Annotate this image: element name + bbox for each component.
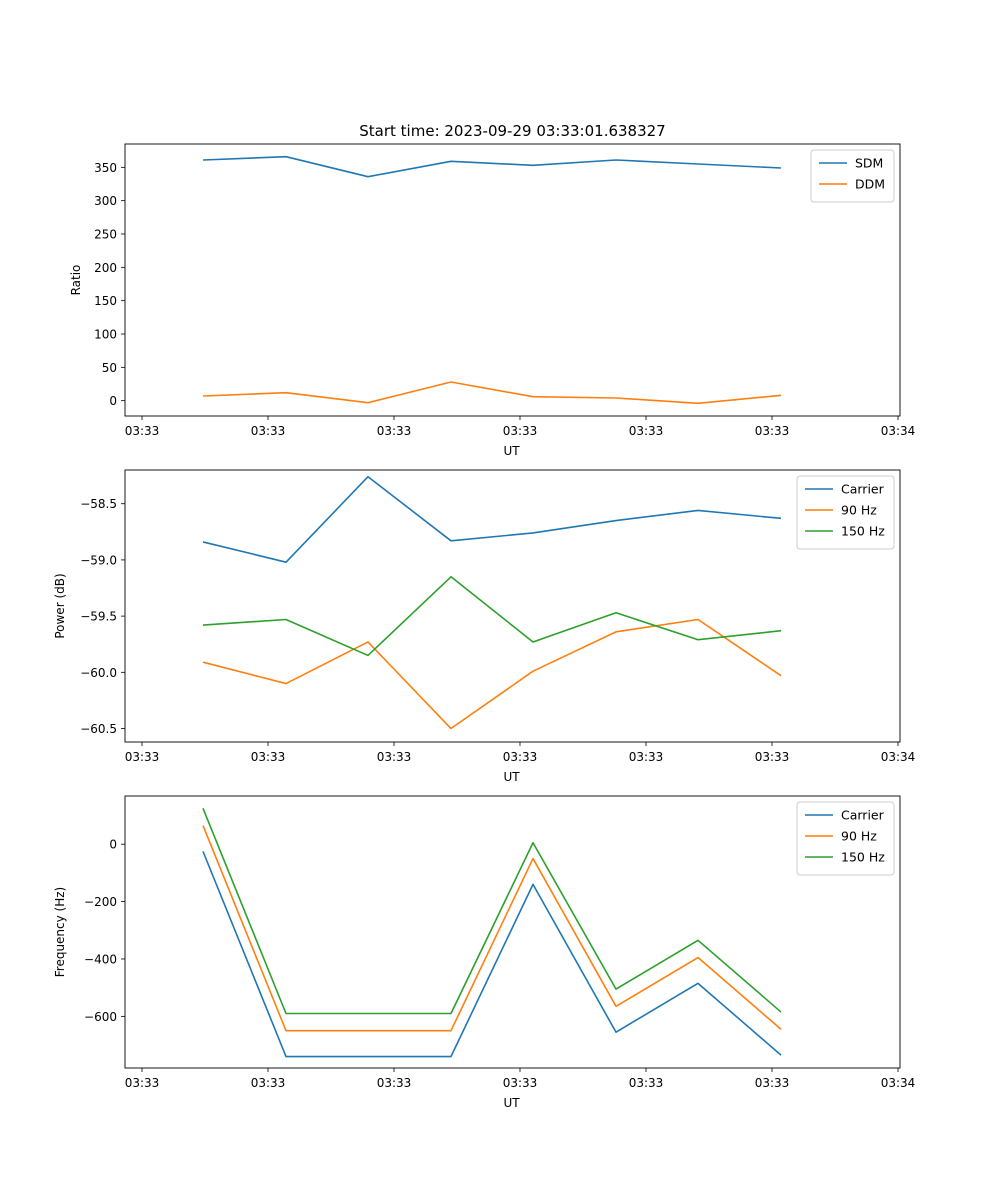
series-line-150-hz [202,808,782,1015]
series-line-150-hz [202,575,782,657]
x-tick-label: 03:33 [755,750,790,764]
x-tick-label: 03:33 [629,424,664,438]
x-tick-label: 03:33 [251,750,286,764]
x-tick-label: 03:34 [881,750,916,764]
series-line-90-hz [202,618,782,730]
legend-label: 90 Hz [841,829,877,844]
x-tick-label: 03:33 [125,424,160,438]
legend-label: DDM [855,177,885,192]
axes-frame [124,469,901,743]
x-tick-label: 03:33 [629,1076,664,1090]
x-tick-label: 03:33 [755,424,790,438]
panels: 03:33 03:33 03:33 03:33 03:33 03:33 03:34 0 50 10… [53,122,915,1110]
y-tick-label: −60.0 [80,666,117,680]
y-tick-label: −58.5 [80,497,117,511]
y-tick-label: 200 [94,261,117,275]
x-axis-label: UT [503,770,520,784]
x-tick-label: 03:33 [251,424,286,438]
y-tick-label: −600 [84,1010,117,1024]
x-tick-label: 03:33 [503,424,538,438]
legend-label: 150 Hz [841,850,885,865]
axes-frame [124,795,901,1069]
chart-title: Start time: 2023-09-29 03:33:01.638327 [359,122,665,140]
series-line-carrier [202,851,782,1058]
x-tick-label: 03:33 [125,750,160,764]
chart-panel-3: 03:33 03:33 03:33 03:33 03:33 03:33 03:34 −600 −… [53,795,916,1110]
y-tick-label: −59.5 [80,610,117,624]
y-tick-label: −400 [84,952,117,966]
y-tick-label: 0 [109,838,117,852]
legend: Carrier 90 Hz 150 Hz [796,475,895,550]
y-tick-label: −59.0 [80,553,117,567]
legend: SDM DDM [810,149,895,203]
y-tick-label: 150 [94,294,117,308]
series-line-ddm [202,381,782,405]
plot-area [125,796,900,1068]
x-tick-label: 03:33 [755,1076,790,1090]
x-tick-label: 03:33 [377,750,412,764]
legend-label: 150 Hz [841,524,885,539]
x-tick-label: 03:33 [629,750,664,764]
plot-area [125,470,900,742]
legend-label: SDM [855,156,883,171]
axes-frame [124,143,901,417]
x-tick-label: 03:34 [881,424,916,438]
y-tick-label: 50 [102,361,117,375]
y-axis-label: Power (dB) [53,573,67,638]
y-axis-label: Frequency (Hz) [53,887,67,978]
y-tick-label: −200 [84,895,117,909]
series-line-90-hz [202,825,782,1032]
series-line-sdm [202,155,782,178]
plot-area [125,144,900,416]
x-tick-label: 03:33 [377,424,412,438]
chart-panel-2: 03:33 03:33 03:33 03:33 03:33 03:33 03:34 −60.5… [53,469,916,784]
chart-panel-1: 03:33 03:33 03:33 03:33 03:33 03:33 03:34 0 50 10… [69,122,915,458]
y-tick-label: 0 [109,394,117,408]
legend-label: 90 Hz [841,503,877,518]
x-tick-label: 03:33 [377,1076,412,1090]
x-tick-label: 03:33 [503,1076,538,1090]
y-tick-label: 250 [94,228,117,242]
y-axis-label: Ratio [69,265,83,296]
x-tick-label: 03:33 [251,1076,286,1090]
x-tick-label: 03:34 [881,1076,916,1090]
y-tick-label: 300 [94,194,117,208]
y-tick-label: 350 [94,161,117,175]
x-tick-label: 03:33 [503,750,538,764]
x-axis-label: UT [503,444,520,458]
series-line-carrier [202,475,782,563]
legend: Carrier 90 Hz 150 Hz [796,801,895,876]
legend-label: Carrier [841,482,885,497]
y-tick-label: 100 [94,328,117,342]
x-axis-label: UT [503,1096,520,1110]
legend-label: Carrier [841,808,885,823]
y-tick-label: −60.5 [80,722,117,736]
x-tick-label: 03:33 [125,1076,160,1090]
